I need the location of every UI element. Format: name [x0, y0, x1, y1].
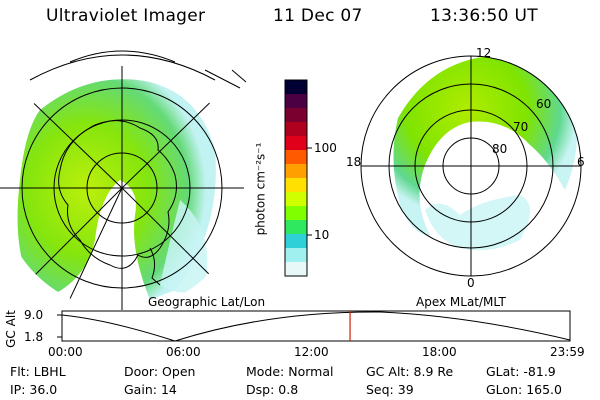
- door-field: Door: Open: [124, 364, 196, 379]
- aurora-emission-magnetic: [393, 56, 578, 235]
- date-label: 11 Dec 07: [273, 6, 363, 26]
- mlt-label-6: 6: [577, 155, 585, 169]
- colorbar-band: [285, 94, 307, 109]
- dsp-field: Dsp: 0.8: [246, 382, 299, 397]
- altitude-tick-low: 1.8: [24, 330, 44, 344]
- mlt-label-0: 0: [467, 276, 475, 290]
- altitude-tick-high: 9.0: [24, 308, 44, 322]
- altitude-plot: [57, 310, 571, 342]
- glat-field: GLat: -81.9: [486, 364, 556, 379]
- gc-alt-field: GC Alt: 8.9 Re: [366, 364, 454, 379]
- mlt-label-12: 12: [476, 46, 492, 60]
- colorbar-band: [285, 220, 307, 235]
- ip-field: IP: 36.0: [10, 382, 58, 397]
- altitude-axis-label: GC Alt: [3, 310, 18, 348]
- continent-outline: [58, 120, 177, 269]
- colorbar: [285, 80, 307, 277]
- mlat-label-70: 70: [513, 120, 529, 134]
- colorbar-band: [285, 248, 307, 263]
- colorbar-tick-100: 100: [314, 141, 337, 155]
- mlat-label-80: 80: [492, 142, 508, 156]
- time-tick-2359: 23:59: [550, 345, 585, 359]
- magnetic-aurora-panel: [360, 55, 582, 277]
- colorbar-tick-10: 10: [314, 228, 330, 242]
- colorbar-band: [285, 136, 307, 151]
- colorbar-band: [285, 108, 307, 123]
- flight-field: Flt: LBHL: [10, 364, 66, 379]
- mlat-label-60: 60: [536, 97, 552, 111]
- seq-field: Seq: 39: [366, 382, 414, 397]
- colorbar-band: [285, 122, 307, 137]
- geographic-aurora-panel: [0, 66, 244, 310]
- mlt-label-18: 18: [346, 155, 362, 169]
- colorbar-band: [285, 150, 307, 165]
- colorbar-band: [285, 178, 307, 193]
- geographic-outer-arcs: [29, 50, 247, 89]
- time-tick-1800: 18:00: [422, 345, 457, 359]
- time-tick-0000: 00:00: [48, 345, 83, 359]
- colorbar-band: [285, 262, 307, 277]
- time-label: 13:36:50 UT: [430, 6, 538, 26]
- colorbar-unit-label: photon cm⁻²s⁻¹: [253, 142, 268, 236]
- time-tick-1200: 12:00: [294, 345, 329, 359]
- colorbar-band: [285, 192, 307, 207]
- time-tick-0600: 06:00: [166, 345, 201, 359]
- glon-field: GLon: 165.0: [486, 382, 562, 397]
- magnetic-caption: Apex MLat/MLT: [416, 295, 506, 309]
- altitude-curve: [61, 311, 571, 342]
- colorbar-band: [285, 234, 307, 249]
- colorbar-band: [285, 164, 307, 179]
- colorbar-band: [285, 206, 307, 221]
- mode-field: Mode: Normal: [246, 364, 334, 379]
- aurora-emission-geographic: [17, 79, 216, 300]
- gain-field: Gain: 14: [124, 382, 177, 397]
- colorbar-band: [285, 80, 307, 95]
- instrument-title: Ultraviolet Imager: [46, 6, 206, 26]
- geographic-caption: Geographic Lat/Lon: [148, 295, 266, 309]
